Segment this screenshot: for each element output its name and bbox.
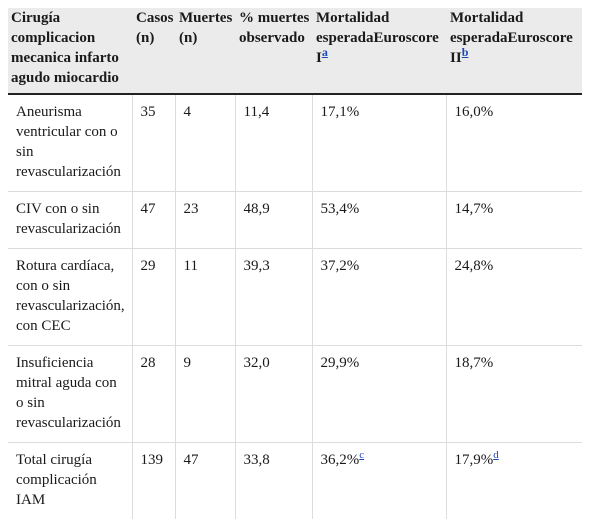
cell-euroscore-2: 18,7% — [446, 346, 582, 443]
table-row: CIV con o sin revascularización 47 23 48… — [8, 192, 582, 249]
cell-procedure: Total cirugía complicación IAM — [8, 443, 132, 519]
header-pct-muertes: % muertes observado — [235, 8, 312, 94]
table-header: Cirugía complicacion mecanica infarto ag… — [8, 8, 582, 94]
header-euroscore-1: Mortalidad esperadaEuroscore Ia — [312, 8, 446, 94]
header-euroscore-2: Mortalidad esperadaEuroscore IIb — [446, 8, 582, 94]
cell-euroscore-2: 14,7% — [446, 192, 582, 249]
table-row: Insuficiencia mitral aguda con o sin rev… — [8, 346, 582, 443]
cell-muertes: 23 — [175, 192, 235, 249]
cell-procedure: Rotura cardíaca, con o sin revasculariza… — [8, 249, 132, 346]
mortality-table-container: Cirugía complicacion mecanica infarto ag… — [8, 8, 582, 519]
cell-euroscore-2-value: 17,9% — [455, 452, 494, 468]
cell-pct: 39,3 — [235, 249, 312, 346]
cell-casos: 47 — [132, 192, 175, 249]
cell-muertes: 47 — [175, 443, 235, 519]
table-row: Rotura cardíaca, con o sin revasculariza… — [8, 249, 582, 346]
cell-euroscore-2: 16,0% — [446, 94, 582, 192]
cell-euroscore-1: 37,2% — [312, 249, 446, 346]
footnote-link-d[interactable]: d — [493, 449, 499, 461]
footnote-link-a[interactable]: a — [322, 45, 328, 59]
cell-casos: 28 — [132, 346, 175, 443]
cell-procedure: Aneurisma ventricular con o sin revascul… — [8, 94, 132, 192]
cell-euroscore-2: 24,8% — [446, 249, 582, 346]
table-body: Aneurisma ventricular con o sin revascul… — [8, 94, 582, 519]
cell-procedure: Insuficiencia mitral aguda con o sin rev… — [8, 346, 132, 443]
cell-euroscore-1: 17,1% — [312, 94, 446, 192]
cell-muertes: 11 — [175, 249, 235, 346]
cell-pct: 48,9 — [235, 192, 312, 249]
cell-procedure: CIV con o sin revascularización — [8, 192, 132, 249]
cell-pct: 33,8 — [235, 443, 312, 519]
header-euroscore-2-label: Mortalidad esperadaEuroscore II — [450, 10, 573, 66]
cell-muertes: 9 — [175, 346, 235, 443]
mortality-table: Cirugía complicacion mecanica infarto ag… — [8, 8, 582, 519]
footnote-link-c[interactable]: c — [359, 449, 364, 461]
cell-muertes: 4 — [175, 94, 235, 192]
cell-euroscore-1-value: 36,2% — [321, 452, 360, 468]
cell-casos: 139 — [132, 443, 175, 519]
cell-euroscore-1: 36,2%c — [312, 443, 446, 519]
cell-casos: 29 — [132, 249, 175, 346]
header-casos: Casos (n) — [132, 8, 175, 94]
cell-pct: 32,0 — [235, 346, 312, 443]
table-row-total: Total cirugía complicación IAM 139 47 33… — [8, 443, 582, 519]
header-euroscore-1-label: Mortalidad esperadaEuroscore I — [316, 10, 439, 66]
cell-euroscore-1: 53,4% — [312, 192, 446, 249]
footnote-link-b[interactable]: b — [462, 45, 469, 59]
cell-euroscore-2: 17,9%d — [446, 443, 582, 519]
header-muertes: Muertes (n) — [175, 8, 235, 94]
table-row: Aneurisma ventricular con o sin revascul… — [8, 94, 582, 192]
header-row: Cirugía complicacion mecanica infarto ag… — [8, 8, 582, 94]
cell-pct: 11,4 — [235, 94, 312, 192]
header-procedure: Cirugía complicacion mecanica infarto ag… — [8, 8, 132, 94]
cell-euroscore-1: 29,9% — [312, 346, 446, 443]
cell-casos: 35 — [132, 94, 175, 192]
